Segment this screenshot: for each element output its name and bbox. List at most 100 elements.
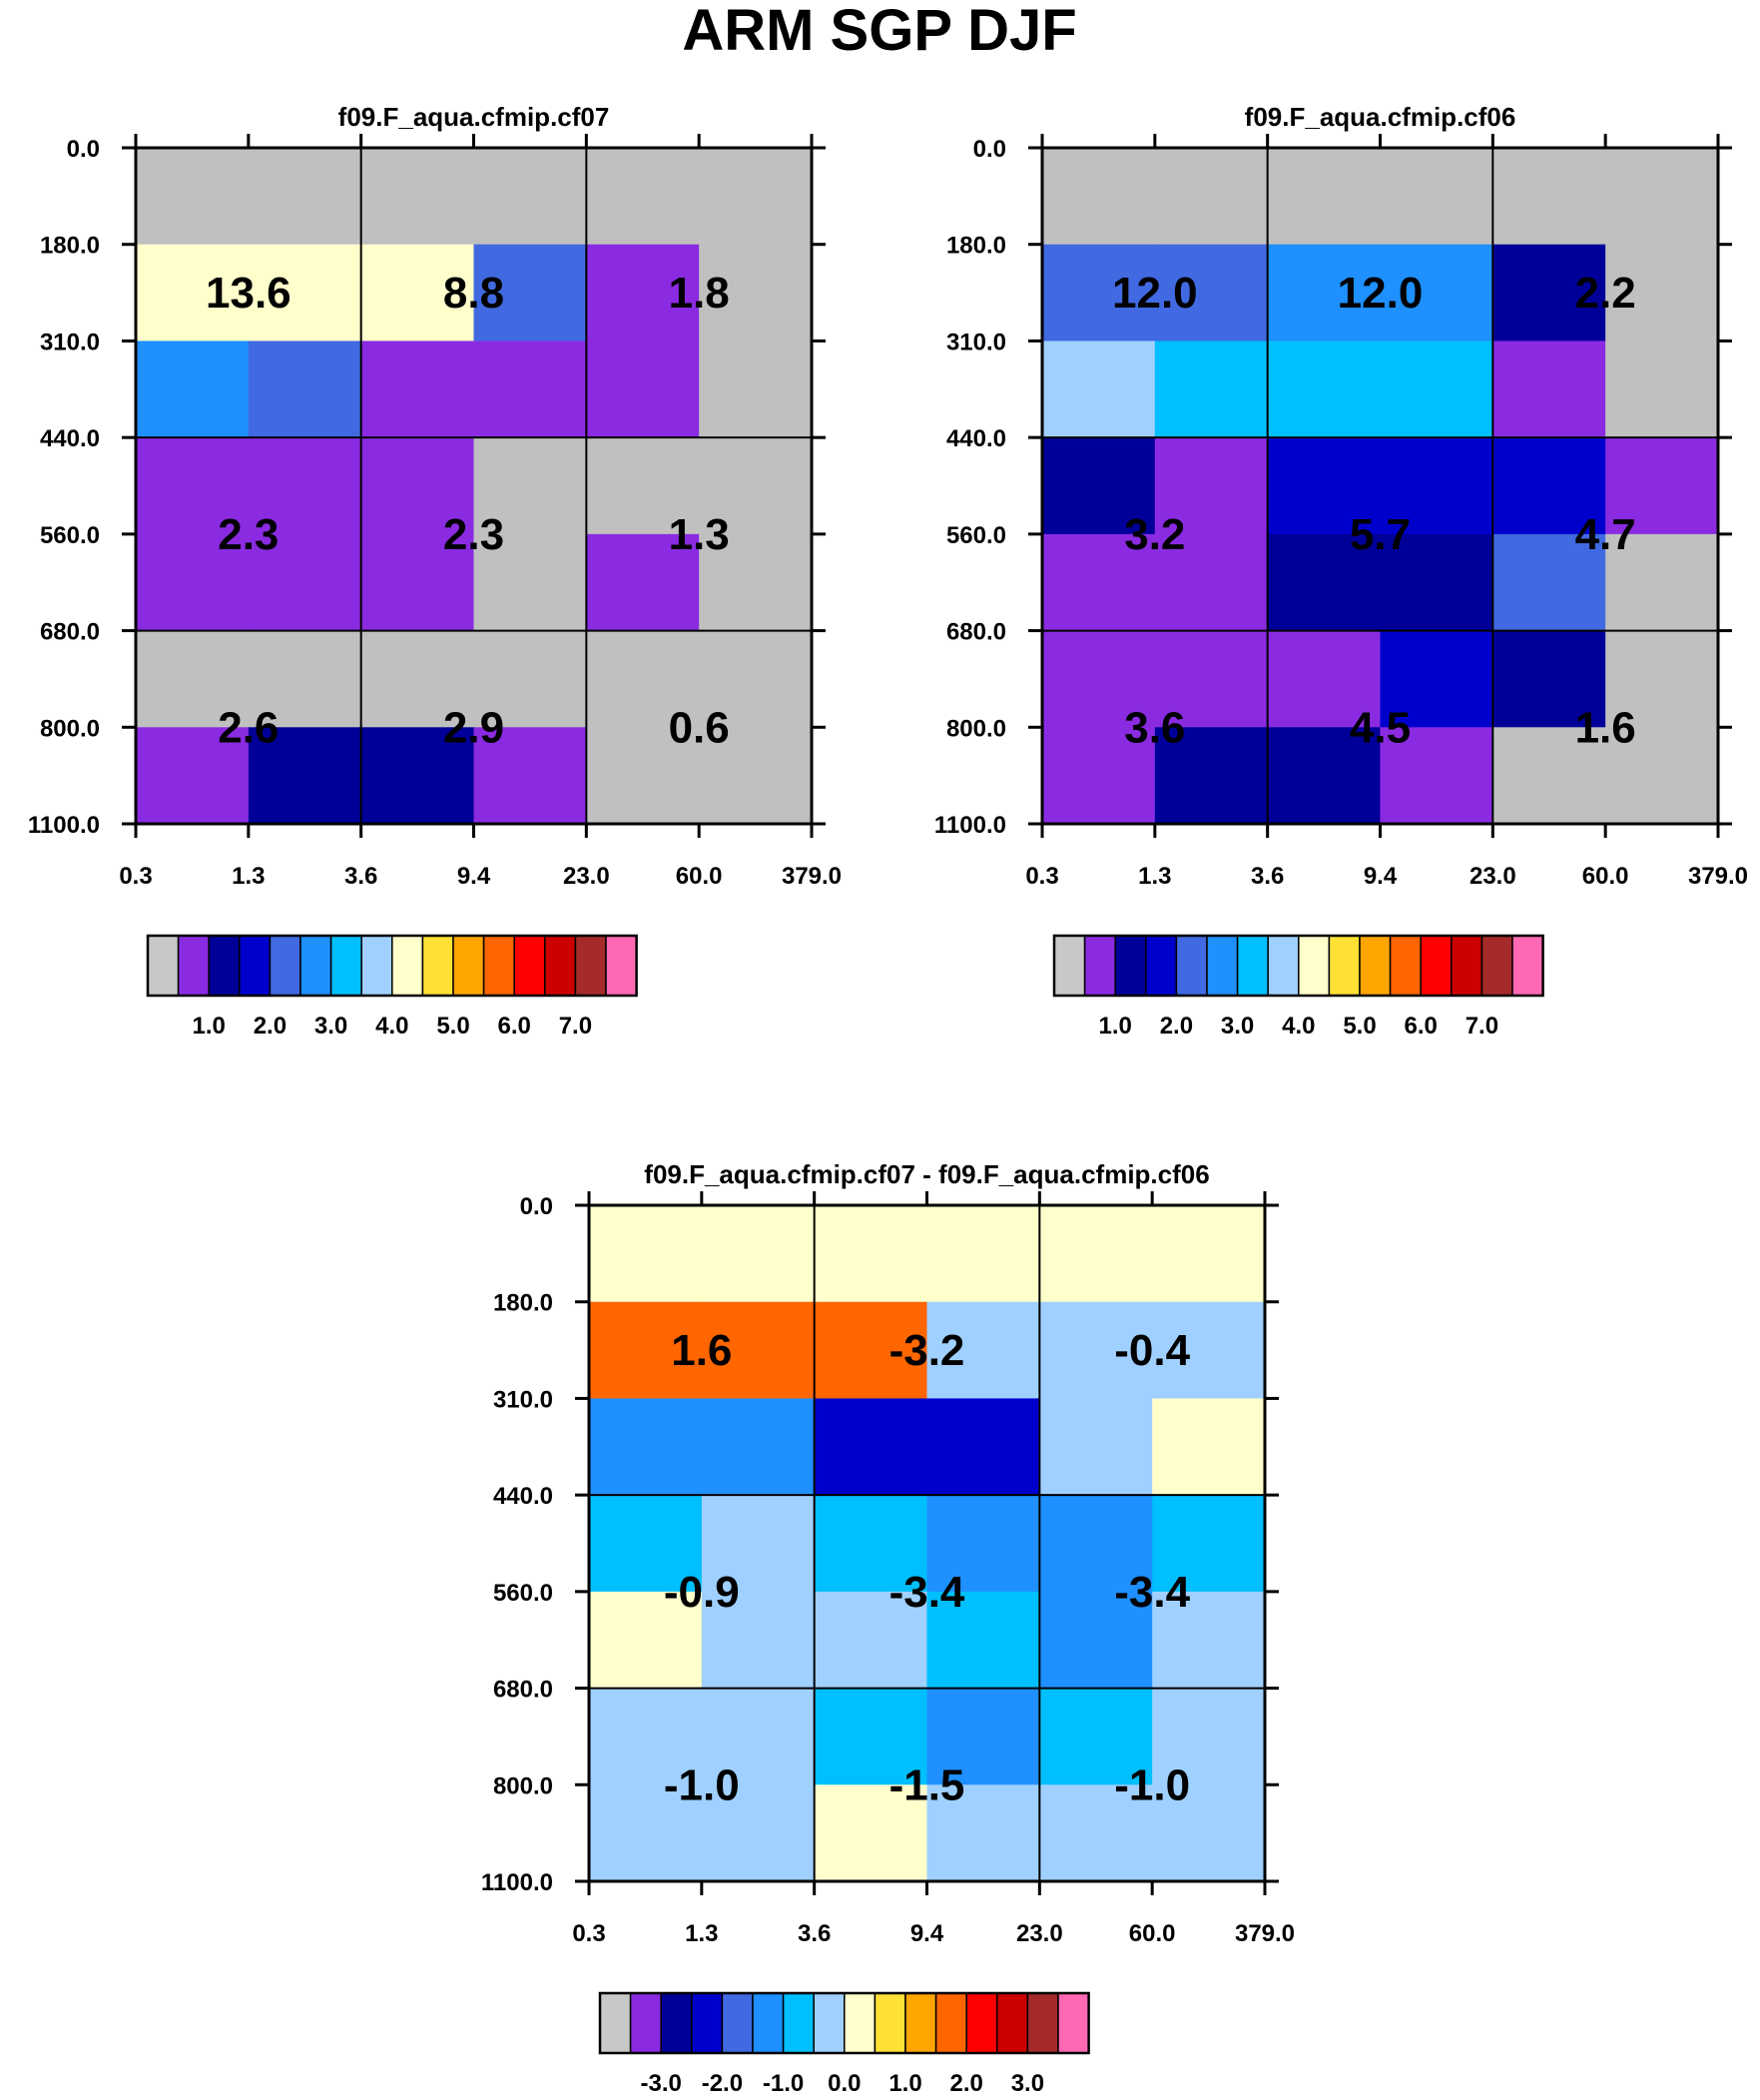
heatmap-cell bbox=[926, 1495, 1040, 1593]
y-tick-label: 800.0 bbox=[40, 715, 100, 742]
panel-title: f09.F_aqua.cfmip.cf07 - f09.F_aqua.cfmip… bbox=[644, 1159, 1209, 1189]
colorbar-frame bbox=[146, 934, 638, 998]
heatmap-cell bbox=[360, 533, 475, 632]
heatmap-cell bbox=[1152, 1205, 1266, 1303]
colorbar: 1.0 2.0 3.0 4.0 5.0 6.0 7.0 bbox=[1052, 934, 1544, 1040]
heatmap-cell bbox=[589, 1495, 703, 1593]
heatmap-cell bbox=[1042, 533, 1156, 632]
heatmap-cell bbox=[1154, 630, 1269, 728]
y-tick-label: 440.0 bbox=[946, 425, 1006, 452]
y-tick-label: 180.0 bbox=[493, 1290, 553, 1317]
colorbar-swatch bbox=[1451, 935, 1483, 997]
colorbar-swatch bbox=[208, 935, 241, 997]
y-tick-label: 0.0 bbox=[520, 1193, 553, 1220]
heatmap-cell bbox=[589, 1398, 703, 1496]
chart-panel-2: f09.F_aqua.cfmip.cf06 0.0 180.0 310.0 440.0 5… bbox=[934, 102, 1748, 1040]
y-tick-label: 0.0 bbox=[973, 136, 1006, 163]
x-tick-label: 1.3 bbox=[685, 1920, 718, 1947]
colorbar-swatch bbox=[421, 935, 454, 997]
heatmap-cell bbox=[248, 244, 362, 343]
heatmap-cell bbox=[136, 437, 250, 535]
heatmap-cell bbox=[1152, 1301, 1266, 1400]
heatmap-cell bbox=[814, 1688, 928, 1785]
colorbar-swatch bbox=[934, 1992, 967, 2054]
colorbar-swatch bbox=[1389, 935, 1422, 997]
heatmap-cell bbox=[248, 533, 362, 632]
x-tick-label: 0.3 bbox=[572, 1920, 605, 1947]
box-value-label: -3.4 bbox=[889, 1568, 965, 1617]
colorbar-swatch bbox=[391, 935, 424, 997]
box-value-label: 3.6 bbox=[1124, 703, 1185, 752]
x-tick-label: 9.4 bbox=[910, 1920, 944, 1947]
heatmap-cell bbox=[589, 1784, 703, 1882]
x-tick-label: 23.0 bbox=[1469, 863, 1516, 890]
heatmap-cell bbox=[1492, 244, 1606, 343]
colorbar-swatch bbox=[599, 1992, 632, 2054]
y-tick-label: 0.0 bbox=[67, 136, 100, 163]
box-value-label: 2.3 bbox=[443, 510, 504, 559]
heatmap-cell bbox=[1152, 1784, 1266, 1882]
x-tick-label: 23.0 bbox=[1016, 1920, 1063, 1947]
colorbar-swatch bbox=[1236, 935, 1269, 997]
colorbar-swatch bbox=[544, 935, 577, 997]
y-tick-label: 560.0 bbox=[40, 522, 100, 549]
y-tick-label: 560.0 bbox=[493, 1580, 553, 1607]
colorbar-swatch bbox=[904, 1992, 937, 2054]
heatmap-cell bbox=[1267, 437, 1382, 535]
heatmap-cell bbox=[1154, 244, 1269, 343]
x-tick-label: 1.3 bbox=[232, 863, 265, 890]
y-tick-label: 180.0 bbox=[946, 233, 1006, 260]
colorbar-swatch bbox=[1026, 1992, 1059, 2054]
heatmap-cell bbox=[1267, 630, 1382, 728]
colorbar-swatch bbox=[269, 935, 301, 997]
y-tick-label: 440.0 bbox=[493, 1483, 553, 1510]
box-value-label: 1.6 bbox=[671, 1326, 732, 1375]
heatmap-cell bbox=[473, 437, 587, 535]
y-tick-label: 1100.0 bbox=[481, 1869, 553, 1896]
colorbar-label: 5.0 bbox=[1343, 1013, 1376, 1040]
heatmap-cell bbox=[699, 341, 813, 438]
colorbar-swatch bbox=[1298, 935, 1331, 997]
heatmap-cell bbox=[814, 1205, 928, 1303]
heatmap-cell bbox=[1042, 148, 1156, 246]
colorbar-swatch bbox=[605, 935, 638, 997]
heatmap-cell bbox=[360, 341, 475, 438]
heatmap-cell bbox=[701, 1205, 816, 1303]
colorbar-swatch bbox=[782, 1992, 815, 2054]
heatmap-cell bbox=[1380, 341, 1493, 438]
heatmap-cell bbox=[1039, 1591, 1153, 1690]
x-tick-label: 1.3 bbox=[1138, 863, 1171, 890]
heatmap-cell bbox=[1039, 1205, 1153, 1303]
heatmap-cell bbox=[360, 244, 475, 343]
box-value-label: 2.6 bbox=[218, 703, 279, 752]
heatmap-cell bbox=[586, 341, 700, 438]
heatmap-cell bbox=[589, 1301, 703, 1400]
heatmap-cell bbox=[1154, 148, 1269, 246]
x-tick-label: 379.0 bbox=[1235, 1920, 1295, 1947]
heatmap-cell bbox=[1492, 437, 1606, 535]
colorbar: 1.0 2.0 3.0 4.0 5.0 6.0 7.0 bbox=[146, 934, 638, 1040]
colorbar-swatch bbox=[1267, 935, 1300, 997]
heatmap-cell bbox=[136, 533, 250, 632]
heatmap-cell bbox=[586, 727, 700, 825]
colorbar-label: 7.0 bbox=[559, 1013, 592, 1040]
colorbar-label: 1.0 bbox=[888, 2070, 921, 2097]
heatmap-cell bbox=[701, 1688, 816, 1785]
heatmap-cell bbox=[473, 630, 587, 728]
panel-title: f09.F_aqua.cfmip.cf06 bbox=[1245, 102, 1516, 132]
heatmap-cell bbox=[814, 1495, 928, 1593]
heatmap-cell bbox=[926, 1784, 1040, 1882]
heatmap-cell bbox=[926, 1398, 1040, 1496]
heatmap-cell bbox=[1492, 533, 1606, 632]
heatmap-cell bbox=[589, 1688, 703, 1785]
colorbar-label: 5.0 bbox=[436, 1013, 469, 1040]
colorbar-swatch bbox=[996, 1992, 1029, 2054]
heatmap-cell bbox=[1039, 1688, 1153, 1785]
heatmap-cell bbox=[1605, 341, 1719, 438]
y-tick-label: 680.0 bbox=[40, 619, 100, 646]
heatmap-cell bbox=[1380, 244, 1493, 343]
colorbar-label: 2.0 bbox=[950, 2070, 983, 2097]
heatmap-cell bbox=[1039, 1784, 1153, 1882]
colorbar-label: -1.0 bbox=[763, 2070, 804, 2097]
colorbar-frame bbox=[598, 1991, 1090, 2055]
